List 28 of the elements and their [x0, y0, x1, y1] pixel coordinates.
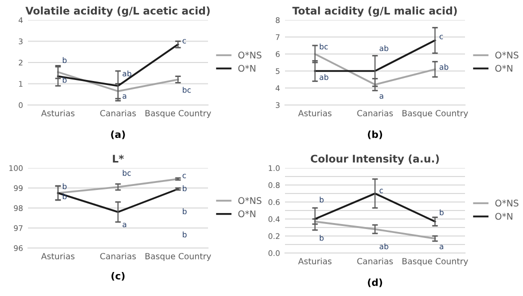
legend-label: O*NS	[238, 197, 262, 204]
legend-label: O*N	[238, 210, 256, 218]
text: (b)	[368, 130, 382, 140]
chart-title: Volatile acidity (g/L acetic acid)	[25, 6, 210, 17]
x-tick-label: Asturias	[298, 258, 332, 264]
legend-label: O*N	[495, 212, 512, 220]
x-tick-label: Canarias	[357, 110, 393, 116]
x-tick-label: Asturias	[41, 252, 74, 260]
chart-title: Colour Intensity (a.u.)	[310, 154, 439, 165]
x-tick-label: Basque Country	[146, 110, 212, 118]
x-tick-label: Canarias	[100, 252, 136, 260]
legend-label: O*N	[495, 64, 512, 72]
text: (a)	[111, 130, 125, 140]
x-tick-label: Canarias	[357, 258, 393, 264]
x-tick-label: Basque Country	[402, 110, 468, 118]
x-tick-label: Basque Country	[402, 258, 468, 266]
text: (c)	[112, 272, 124, 281]
legend-label: O*NS	[495, 200, 518, 206]
legend-label: O*NS	[495, 52, 518, 58]
legend-label: O*N	[238, 64, 256, 72]
legend-label: O*NS	[238, 52, 262, 58]
x-tick-label: Basque Country	[146, 253, 212, 261]
chart-title: Total acidity (g/L malic acid)	[292, 6, 457, 17]
text: (d)	[368, 278, 382, 288]
x-tick-label: Canarias	[100, 110, 136, 116]
x-tick-label: Asturias	[298, 110, 332, 116]
x-tick-label: Asturias	[41, 110, 74, 116]
chart-title: L*	[112, 154, 124, 162]
